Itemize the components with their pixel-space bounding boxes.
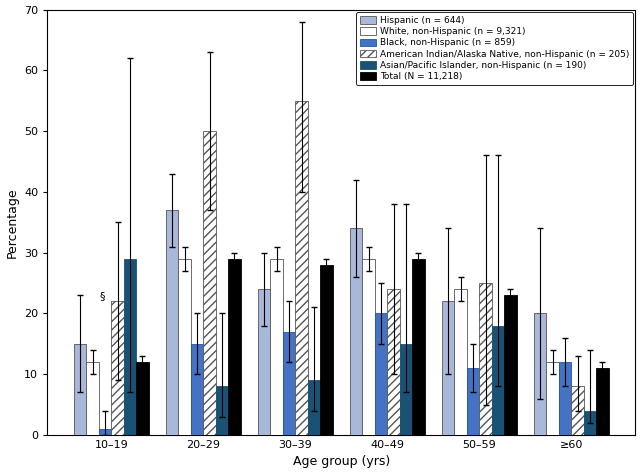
Bar	[137, 362, 149, 435]
Bar	[350, 228, 362, 435]
Bar	[112, 301, 124, 435]
Bar	[559, 362, 571, 435]
Bar	[504, 295, 517, 435]
Bar	[166, 210, 178, 435]
Text: §: §	[100, 292, 105, 301]
Bar	[228, 259, 240, 435]
Bar	[258, 289, 271, 435]
Bar	[271, 259, 283, 435]
Bar	[320, 265, 333, 435]
Bar	[216, 386, 228, 435]
Bar	[412, 259, 425, 435]
Bar	[400, 344, 412, 435]
Bar	[584, 410, 596, 435]
Bar	[178, 259, 191, 435]
Bar	[296, 101, 308, 435]
Bar	[547, 362, 559, 435]
Bar	[308, 380, 320, 435]
X-axis label: Age group (yrs): Age group (yrs)	[293, 456, 390, 468]
Bar	[74, 344, 87, 435]
Bar	[454, 289, 467, 435]
Bar	[283, 332, 296, 435]
Bar	[492, 326, 504, 435]
Bar	[534, 313, 547, 435]
Bar	[375, 313, 387, 435]
Bar	[387, 289, 400, 435]
Bar	[479, 283, 492, 435]
Bar	[203, 131, 216, 435]
Bar	[362, 259, 375, 435]
Bar	[99, 429, 112, 435]
Bar	[124, 259, 137, 435]
Bar	[596, 368, 609, 435]
Bar	[571, 386, 584, 435]
Bar	[87, 362, 99, 435]
Legend: Hispanic (n = 644), White, non-Hispanic (n = 9,321), Black, non-Hispanic (n = 85: Hispanic (n = 644), White, non-Hispanic …	[356, 12, 633, 85]
Bar	[442, 301, 454, 435]
Bar	[191, 344, 203, 435]
Bar	[467, 368, 479, 435]
Y-axis label: Percentage: Percentage	[6, 187, 19, 257]
